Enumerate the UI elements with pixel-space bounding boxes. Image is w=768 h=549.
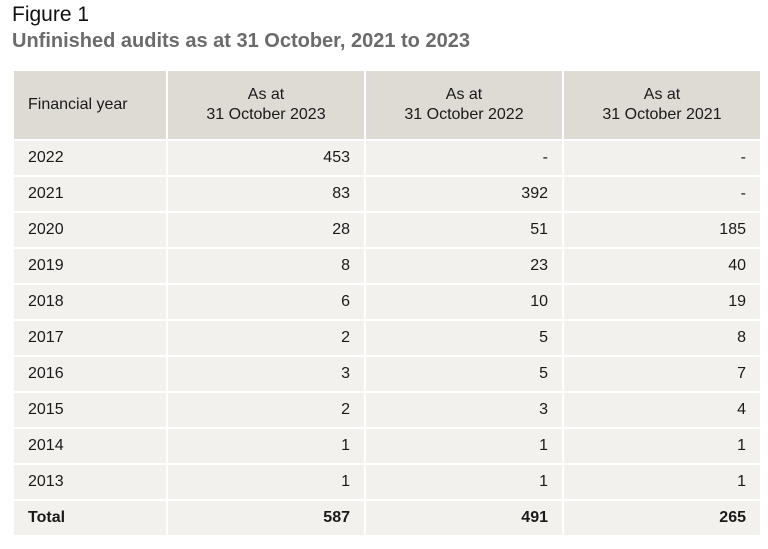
total-2021: 265	[564, 501, 760, 535]
cell-year: 2019	[14, 249, 166, 283]
cell-2022: 23	[366, 249, 562, 283]
cell-2022: 3	[366, 393, 562, 427]
table-row: 2019 8 23 40	[14, 249, 760, 283]
cell-2021: 4	[564, 393, 760, 427]
table-row: 2016 3 5 7	[14, 357, 760, 391]
cell-2021: 19	[564, 285, 760, 319]
header-2021: As at 31 October 2021	[564, 71, 760, 139]
table-row: 2014 1 1 1	[14, 429, 760, 463]
figure-title: Unfinished audits as at 31 October, 2021…	[12, 30, 470, 52]
cell-2022: -	[366, 141, 562, 175]
cell-2022: 5	[366, 357, 562, 391]
cell-2021: -	[564, 141, 760, 175]
total-row: Total 587 491 265	[14, 501, 760, 535]
cell-2022: 1	[366, 429, 562, 463]
cell-2022: 10	[366, 285, 562, 319]
cell-2023: 6	[168, 285, 364, 319]
header-label-line2: 31 October 2021	[602, 106, 722, 123]
header-label-line1: As at	[247, 86, 285, 103]
cell-year: 2016	[14, 357, 166, 391]
cell-year: 2017	[14, 321, 166, 355]
cell-year: 2018	[14, 285, 166, 319]
header-label: Financial year	[28, 96, 128, 113]
cell-2022: 1	[366, 465, 562, 499]
table-header-row: Financial year As at 31 October 2023 As …	[14, 71, 760, 139]
total-2023: 587	[168, 501, 364, 535]
cell-year: 2021	[14, 177, 166, 211]
audits-table: Financial year As at 31 October 2023 As …	[12, 69, 762, 537]
cell-2021: 8	[564, 321, 760, 355]
cell-2021: -	[564, 177, 760, 211]
total-2022: 491	[366, 501, 562, 535]
total-label: Total	[14, 501, 166, 535]
cell-2023: 1	[168, 429, 364, 463]
table-row: 2020 28 51 185	[14, 213, 760, 247]
cell-2022: 392	[366, 177, 562, 211]
header-label-line1: As at	[445, 86, 483, 103]
table-row: 2021 83 392 -	[14, 177, 760, 211]
cell-2023: 8	[168, 249, 364, 283]
cell-2023: 1	[168, 465, 364, 499]
header-2022: As at 31 October 2022	[366, 71, 562, 139]
cell-2021: 40	[564, 249, 760, 283]
table-row: 2018 6 10 19	[14, 285, 760, 319]
header-label-line1: As at	[643, 86, 681, 103]
cell-2023: 2	[168, 393, 364, 427]
header-label-line2: 31 October 2022	[404, 106, 524, 123]
cell-2021: 1	[564, 429, 760, 463]
cell-year: 2013	[14, 465, 166, 499]
cell-2023: 3	[168, 357, 364, 391]
cell-2023: 83	[168, 177, 364, 211]
cell-2021: 1	[564, 465, 760, 499]
figure-label: Figure 1	[12, 3, 90, 26]
header-label-line2: 31 October 2023	[206, 106, 326, 123]
cell-2021: 7	[564, 357, 760, 391]
cell-year: 2015	[14, 393, 166, 427]
header-2023: As at 31 October 2023	[168, 71, 364, 139]
table-row: 2017 2 5 8	[14, 321, 760, 355]
cell-2023: 453	[168, 141, 364, 175]
table-row: 2013 1 1 1	[14, 465, 760, 499]
cell-2023: 28	[168, 213, 364, 247]
header-financial-year: Financial year	[14, 71, 166, 139]
cell-year: 2022	[14, 141, 166, 175]
cell-2022: 5	[366, 321, 562, 355]
table-row: 2015 2 3 4	[14, 393, 760, 427]
cell-2022: 51	[366, 213, 562, 247]
cell-2021: 185	[564, 213, 760, 247]
cell-2023: 2	[168, 321, 364, 355]
cell-year: 2020	[14, 213, 166, 247]
table-row: 2022 453 - -	[14, 141, 760, 175]
cell-year: 2014	[14, 429, 166, 463]
